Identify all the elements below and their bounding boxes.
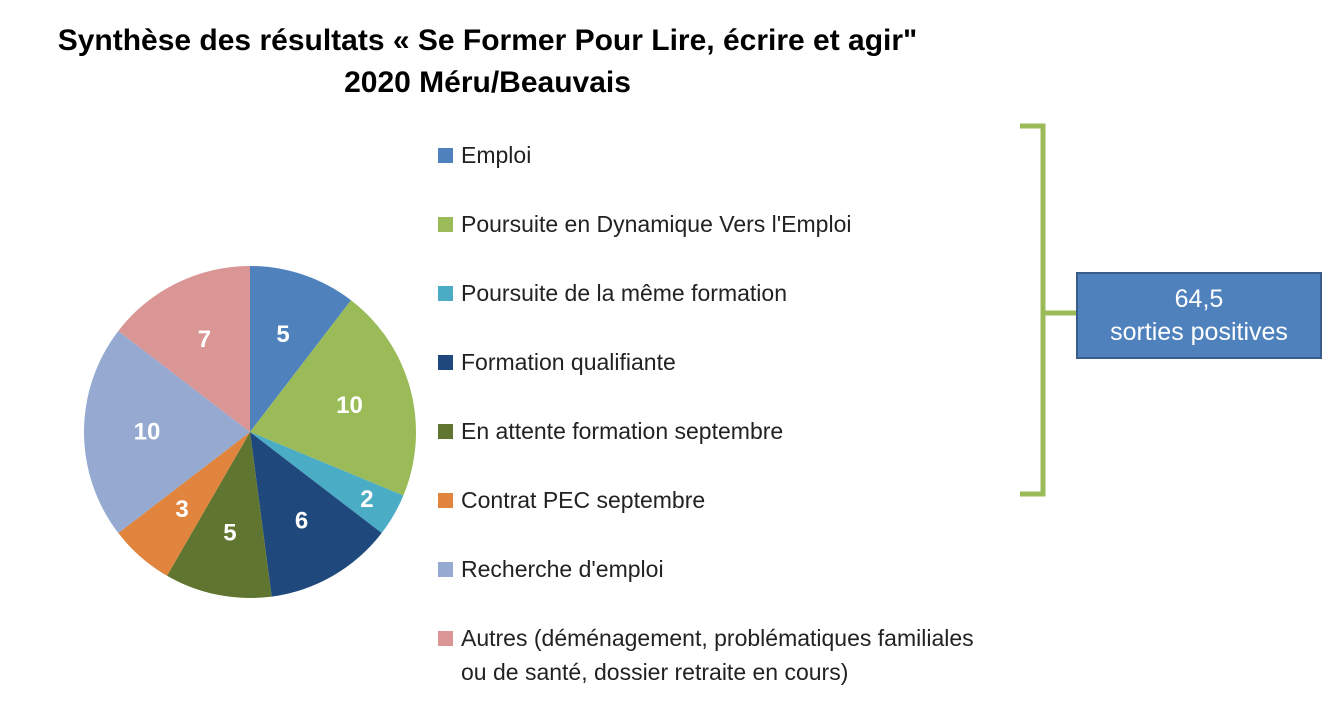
legend-item-2: Poursuite en Dynamique Vers l'Emploi bbox=[438, 207, 1041, 241]
chart-title: Synthèse des résultats « Se Former Pour … bbox=[0, 20, 975, 104]
legend-label: Poursuite de la même formation bbox=[461, 280, 787, 306]
legend-swatch bbox=[438, 424, 453, 439]
legend-label: Formation qualifiante bbox=[461, 349, 676, 375]
positive-outcomes-callout: 64,5 sorties positives bbox=[1076, 272, 1322, 359]
pie-slice-1 bbox=[250, 266, 352, 432]
legend-label: Poursuite en Dynamique Vers l'Emploi bbox=[461, 211, 852, 237]
pie-data-label-8: 7 bbox=[198, 326, 211, 353]
legend-swatch bbox=[438, 286, 453, 301]
chart-title-line-2: 2020 Méru/Beauvais bbox=[344, 66, 631, 99]
pie-slice-4 bbox=[250, 432, 382, 597]
legend-item-3: Poursuite de la même formation bbox=[438, 276, 1041, 310]
legend-label: Contrat PEC septembre bbox=[461, 487, 706, 513]
legend-item-5: En attente formation septembre bbox=[438, 414, 1041, 448]
pie-slice-2 bbox=[250, 300, 416, 496]
pie-data-label-7: 10 bbox=[134, 419, 161, 446]
legend-item-1: Emploi bbox=[438, 138, 1041, 172]
legend-swatch bbox=[438, 562, 453, 577]
legend-swatch bbox=[438, 217, 453, 232]
legend-item-4: Formation qualifiante bbox=[438, 345, 1041, 379]
pie-slice-8 bbox=[118, 266, 250, 432]
pie-data-label-4: 6 bbox=[295, 508, 308, 535]
legend-swatch bbox=[438, 631, 453, 646]
legend-label: Autres (déménagement, problématiques fam… bbox=[461, 625, 974, 685]
legend-swatch bbox=[438, 148, 453, 163]
pie-slices bbox=[84, 266, 416, 598]
legend-item-6: Contrat PEC septembre bbox=[438, 483, 1041, 517]
legend-swatch bbox=[438, 355, 453, 370]
chart-title-line-1: Synthèse des résultats « Se Former Pour … bbox=[57, 24, 918, 57]
legend-label: En attente formation septembre bbox=[461, 418, 784, 444]
legend-label: Emploi bbox=[461, 142, 532, 168]
pie-data-label-5: 5 bbox=[223, 520, 236, 547]
pie-slice-6 bbox=[118, 432, 250, 576]
pie-data-label-6: 3 bbox=[175, 496, 188, 523]
callout-label: sorties positives bbox=[1110, 317, 1288, 346]
pie-slice-3 bbox=[250, 432, 404, 534]
pie-data-label-1: 5 bbox=[276, 321, 289, 348]
callout-value: 64,5 bbox=[1174, 284, 1224, 313]
pie-slice-5 bbox=[167, 432, 272, 598]
pie-data-label-3: 2 bbox=[360, 486, 373, 513]
pie-data-labels: 5 10 2 6 5 3 10 7 bbox=[134, 321, 374, 547]
pie-data-label-2: 10 bbox=[336, 392, 363, 419]
pie-slice-7 bbox=[84, 330, 251, 534]
legend-label: Recherche d'emploi bbox=[461, 556, 664, 582]
legend-item-8: Autres (déménagement, problématiques fam… bbox=[438, 621, 1041, 689]
bracket-connector bbox=[1020, 123, 1076, 497]
legend-item-7: Recherche d'emploi bbox=[438, 552, 1041, 586]
legend-swatch bbox=[438, 493, 453, 508]
